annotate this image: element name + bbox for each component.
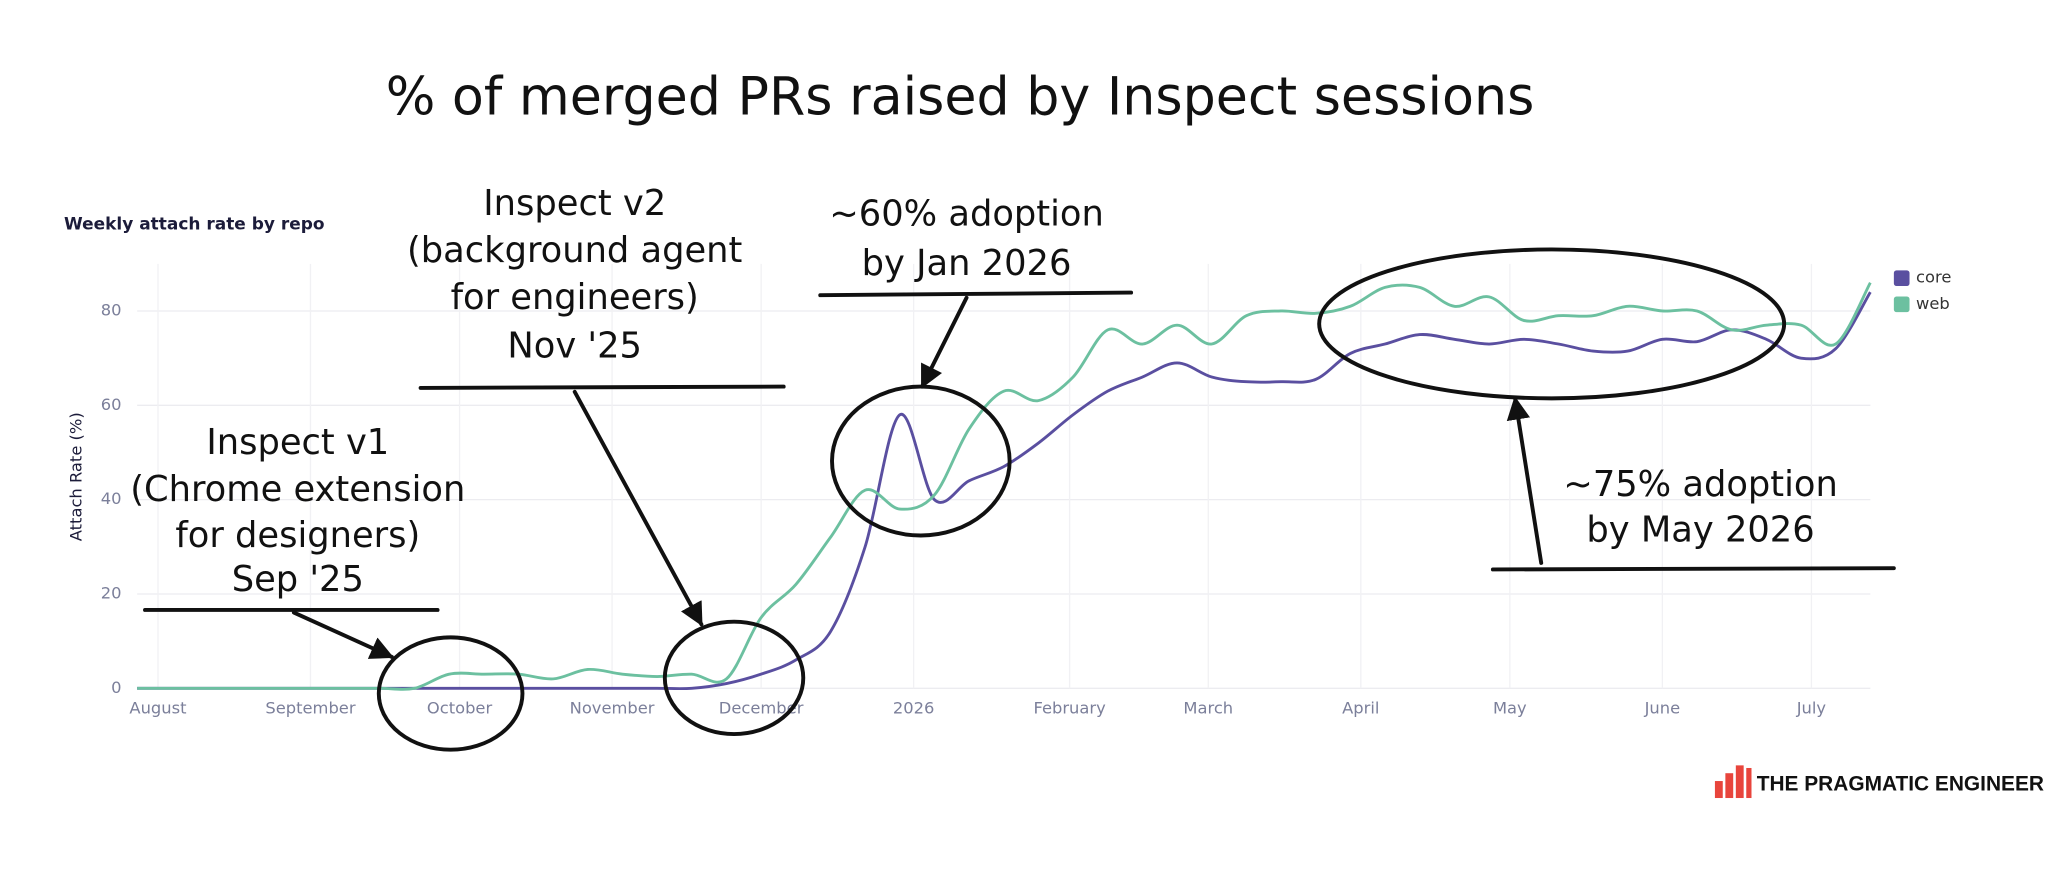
x-tick-label: August [129,699,186,718]
circle [830,384,1012,538]
logo-bar [1725,773,1734,799]
annotation-text: Nov '25 [507,325,642,366]
legend: core web [1893,268,1951,313]
x-tick-label: July [1796,699,1827,718]
x-tick-label: October [427,699,493,718]
y-tick-label: 0 [111,678,121,697]
arrow [291,610,394,659]
y-axis-label: Attach Rate (%) [67,412,86,541]
logo-bar [1735,765,1744,799]
arrow [1506,396,1544,565]
legend-label: web [1916,294,1950,313]
circle [376,635,525,752]
brand-logo: THE PRAGMATIC ENGINEER [1714,765,2044,799]
annotation-text: (Chrome extension [130,469,465,510]
annotation-text: for engineers) [451,277,699,318]
x-tick-label: December [719,699,804,718]
annotation-text: Inspect v1 [206,422,389,463]
legend-swatch [1893,270,1910,287]
x-tick-label: May [1493,699,1527,718]
x-tick-label: 2026 [893,699,935,718]
legend-swatch [1893,296,1910,313]
circle [662,619,806,736]
y-tick-label: 40 [101,489,122,508]
circle [1317,247,1787,401]
brand-name: THE PRAGMATIC ENGINEER [1757,772,2044,795]
annotation-text: Sep '25 [232,559,364,600]
chart-subtitle: Weekly attach rate by repo [64,215,325,235]
x-tick-label: April [1342,699,1379,718]
plot [137,281,1872,691]
underline [1490,566,1896,572]
y-tick-label: 20 [101,583,122,602]
annotation-text: by May 2026 [1586,510,1814,551]
annotation-text: Inspect v2 [483,183,666,224]
annotation-text: ~60% adoption [829,194,1104,235]
underline [818,290,1134,298]
x-tick-label: September [265,699,355,718]
logo-bar [1714,781,1723,799]
arrow [572,389,704,627]
x-tick-label: November [570,699,655,718]
underline [418,384,786,390]
logo-bar [1746,767,1752,799]
annotation-text: (background agent [407,230,742,271]
annotation-shapes [143,247,1896,752]
x-tick-label: February [1033,699,1106,718]
y-tick-label: 80 [101,300,122,319]
x-tick-label: March [1183,699,1233,718]
grid: 0 20 40 60 80 August September October November D… [101,263,1871,718]
arrow [920,295,969,389]
chart-title: % of merged PRs raised by Inspect sessio… [386,68,1535,128]
x-tick-label: June [1644,699,1681,718]
data-line [137,291,1872,691]
legend-label: core [1916,268,1951,287]
annotation-text: ~75% adoption [1563,464,1838,505]
data-line [137,281,1872,691]
annotation-text: for designers) [175,515,420,556]
y-tick-label: 60 [101,395,122,414]
annotation-text: by Jan 2026 [862,243,1072,284]
annotations: Inspect v1 (Chrome extension for designers… [130,183,1838,600]
